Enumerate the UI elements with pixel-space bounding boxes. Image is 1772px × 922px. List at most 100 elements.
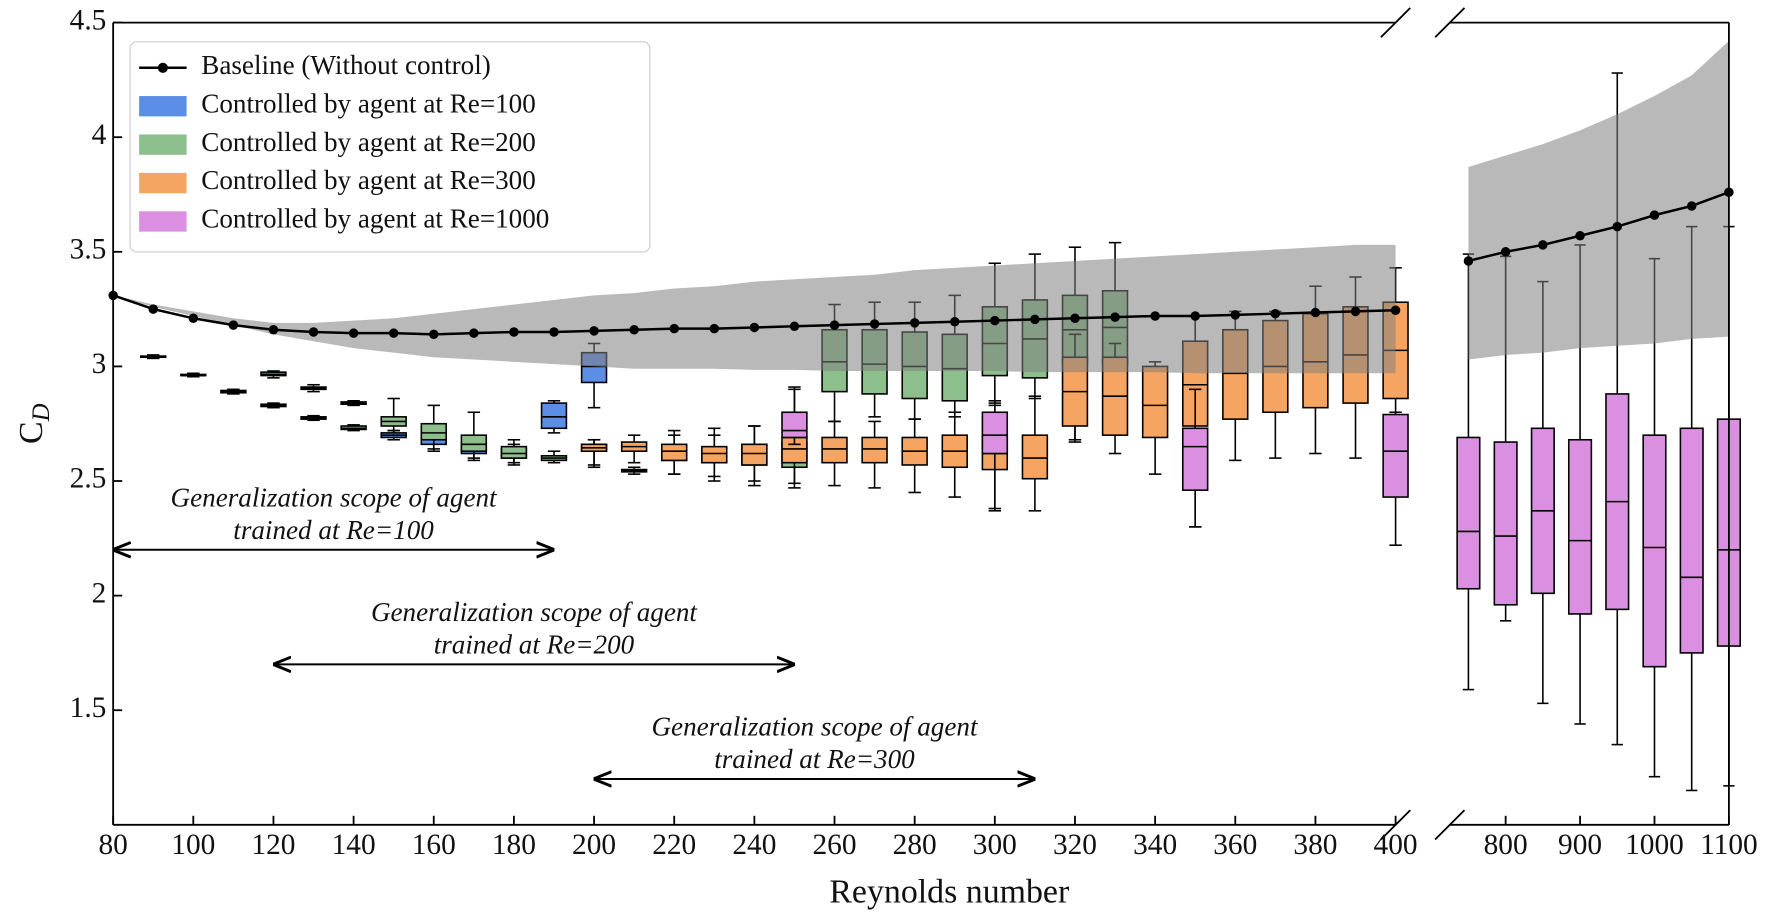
y-tick-label: 4.5: [70, 4, 107, 36]
x-tick-label: 260: [812, 829, 856, 861]
legend-label: Controlled by agent at Re=200: [201, 127, 536, 157]
baseline-point: [388, 328, 399, 338]
box: [1141, 365, 1169, 439]
box: [1642, 434, 1667, 668]
x-tick-label: 800: [1484, 829, 1528, 861]
y-tick-label: 1.5: [70, 692, 107, 724]
box: [540, 402, 568, 430]
baseline-point: [228, 320, 239, 330]
baseline-point: [1463, 256, 1474, 266]
box: [1181, 427, 1209, 491]
box: [781, 411, 808, 439]
axis-break: [1434, 7, 1466, 38]
baseline-point: [1070, 313, 1080, 324]
baseline-point: [1390, 305, 1401, 316]
baseline-point: [1230, 310, 1241, 320]
x-tick-label: 320: [1053, 829, 1097, 861]
baseline-point: [829, 320, 840, 330]
baseline-point: [308, 327, 319, 337]
legend-label: Controlled by agent at Re=100: [201, 88, 536, 118]
baseline-point: [1030, 314, 1040, 325]
annotation-text: Generalization scope of agent: [371, 597, 698, 627]
x-tick-label: 400: [1374, 829, 1418, 861]
baseline-point: [1270, 308, 1281, 319]
box: [1567, 438, 1593, 615]
box: [741, 443, 768, 466]
baseline-point: [509, 327, 519, 337]
x-tick-label: 100: [171, 829, 215, 861]
baseline-point: [789, 321, 800, 332]
x-tick-label: 340: [1133, 829, 1177, 861]
box: [1021, 434, 1049, 480]
baseline-point: [188, 313, 199, 324]
y-tick-label: 2.5: [70, 463, 107, 495]
x-tick-label: 140: [332, 829, 376, 861]
std-band: [1468, 40, 1729, 360]
box: [500, 445, 528, 459]
x-tick-label: 160: [412, 829, 456, 861]
x-tick-label: 80: [98, 829, 127, 861]
box: [420, 422, 447, 441]
legend-label: Baseline (Without control): [201, 50, 491, 80]
axis-break: [1380, 7, 1411, 38]
legend-handle: [139, 134, 187, 155]
std-band: [113, 244, 1396, 374]
baseline-point: [950, 316, 960, 327]
box: [701, 445, 728, 464]
x-tick-label: 220: [652, 829, 696, 861]
box: [1382, 413, 1409, 498]
baseline-point: [429, 329, 439, 340]
box: [1456, 436, 1481, 590]
box: [821, 436, 848, 464]
annotation-text: trained at Re=100: [233, 515, 434, 545]
legend-handle: [157, 62, 168, 73]
baseline-point: [148, 304, 158, 314]
baseline-point: [1575, 231, 1585, 241]
y-label-sub: D: [28, 403, 55, 422]
y-label-main: C: [13, 421, 50, 444]
baseline-point: [1686, 201, 1697, 211]
annotation-text: trained at Re=200: [434, 630, 635, 660]
baseline-line: [1468, 191, 1730, 263]
legend-handle: [139, 172, 187, 194]
baseline-point: [629, 324, 639, 335]
baseline-point: [1612, 221, 1623, 232]
baseline-point: [1190, 311, 1200, 321]
legend-label: Controlled by agent at Re=300: [201, 165, 536, 195]
baseline-point: [709, 323, 720, 334]
baseline-point: [469, 328, 479, 338]
baseline-point: [1500, 247, 1511, 257]
x-tick-label: 360: [1213, 829, 1257, 861]
legend-handle: [139, 211, 187, 232]
box: [981, 411, 1009, 455]
box: [1679, 427, 1704, 654]
annotation-text: Generalization scope of agent: [651, 711, 978, 741]
baseline-point: [1150, 311, 1160, 321]
baseline-point: [909, 318, 920, 328]
baseline-point: [1649, 210, 1660, 220]
x-axis-label: Reynolds number: [829, 874, 1069, 911]
annotation-text: Generalization scope of agent: [171, 482, 498, 512]
legend-box: [129, 41, 651, 253]
x-tick-label: 280: [893, 829, 937, 861]
baseline-point: [1110, 312, 1120, 322]
y-tick-label: 3.5: [70, 234, 107, 266]
x-tick-label: 300: [973, 829, 1017, 861]
x-tick-label: 240: [732, 829, 776, 861]
x-tick-label: 900: [1558, 829, 1602, 861]
baseline-point: [869, 319, 880, 329]
baseline-point: [348, 328, 359, 338]
y-tick-label: 2: [92, 577, 107, 609]
legend-handle: [139, 96, 187, 117]
y-tick-label: 4: [92, 119, 107, 151]
baseline-point: [1538, 240, 1548, 250]
y-axis-label: CD: [13, 403, 55, 444]
baseline-point: [1310, 307, 1321, 318]
box: [660, 443, 688, 462]
legend-label: Controlled by agent at Re=1000: [201, 204, 549, 234]
baseline-point: [549, 327, 559, 337]
baseline-point: [1350, 306, 1361, 317]
baseline-point: [669, 323, 679, 334]
box: [1493, 441, 1518, 606]
box: [460, 434, 488, 453]
